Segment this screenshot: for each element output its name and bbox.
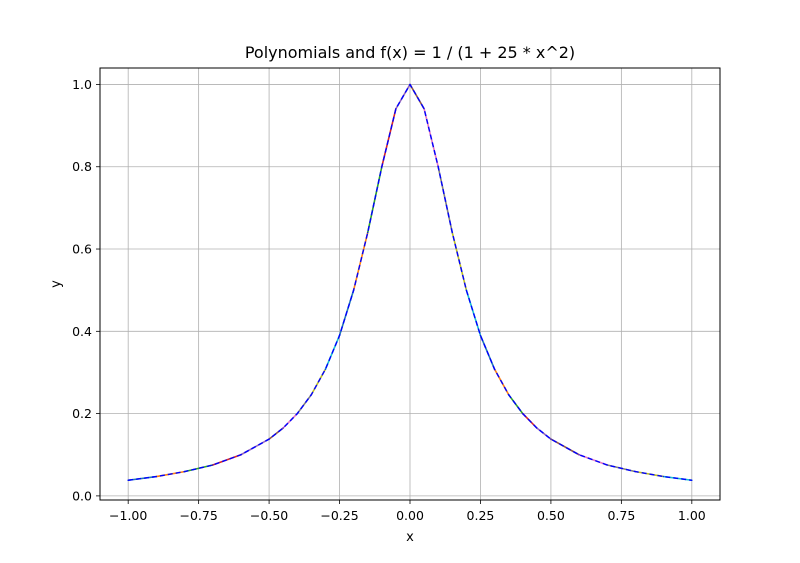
data-point (310, 394, 312, 396)
data-point (423, 108, 425, 110)
data-point (691, 479, 693, 481)
x-tick-label: 0.25 (467, 508, 495, 523)
data-point (183, 471, 186, 473)
x-axis-label: x (406, 530, 414, 545)
data-point (451, 231, 453, 234)
data-point (381, 166, 383, 168)
data-point (240, 454, 242, 456)
x-tick-label: 0.75 (607, 508, 635, 523)
x-tick-label: −1.00 (109, 508, 147, 523)
data-point (663, 475, 665, 478)
ticks: −1.00 −0.75 −0.50 −0.25 0.00 0.25 0.50 0.75 1.00… (72, 77, 706, 523)
y-tick-label: 0.0 (72, 488, 92, 503)
y-tick-label: 1.0 (72, 77, 92, 92)
data-point (465, 289, 467, 291)
data-point (324, 368, 327, 370)
y-tick-label: 0.2 (72, 406, 92, 421)
data-point (338, 334, 341, 337)
data-point (395, 108, 397, 110)
data-point (367, 231, 369, 234)
data-point (282, 427, 284, 429)
y-tick-label: 0.4 (72, 324, 92, 339)
data-point (522, 413, 524, 415)
y-tick-label: 0.6 (72, 242, 92, 257)
data-point (550, 438, 552, 440)
data-point (296, 413, 298, 415)
data-point (578, 454, 580, 456)
x-tick-label: 1.00 (678, 508, 706, 523)
data-point (127, 479, 129, 481)
x-tick-label: −0.75 (179, 508, 217, 523)
data-point (634, 471, 637, 473)
data-point (606, 464, 608, 466)
data-point (212, 464, 214, 466)
data-point (353, 289, 355, 291)
x-tick-label: −0.25 (320, 508, 358, 523)
polynomial-segment (465, 289, 482, 337)
data-point (479, 334, 482, 337)
y-axis-label: y (49, 280, 64, 288)
data-point (409, 83, 411, 86)
data-point (437, 166, 439, 168)
data-point (268, 438, 270, 440)
curves (127, 83, 693, 482)
x-tick-label: 0.50 (537, 508, 565, 523)
chart-title: Polynomials and f(x) = 1 / (1 + 25 * x^2… (245, 43, 575, 62)
x-tick-label: −0.50 (250, 508, 288, 523)
polynomial-segment (296, 393, 313, 415)
data-point (493, 368, 496, 370)
x-tick-label: 0.00 (396, 508, 424, 523)
data-point (155, 475, 157, 478)
data-point (508, 394, 510, 396)
y-tick-label: 0.8 (72, 159, 92, 174)
data-point (536, 427, 538, 429)
